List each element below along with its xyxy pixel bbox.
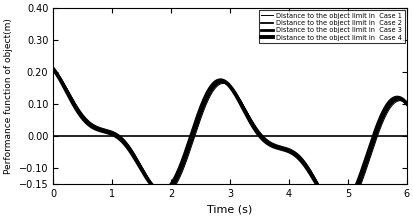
Distance to the object limit in  Case 2 (91, 124, 96, 127)
Legend: Distance to the object limit in  Case 1, Distance to the object limit in  Case 2: Distance to the object limit in Case 1, … (258, 10, 404, 44)
Distance to the object limit in  Case 2 (396, 99, 401, 101)
Distance to the object limit in  Case 4 (404, 102, 408, 105)
Distance to the object limit in  Case 4 (186, 142, 191, 144)
Distance to the object limit in  Case 3 (186, 146, 191, 148)
X-axis label: Time (s): Time (s) (207, 205, 252, 215)
Line: Distance to the object limit in  Case 3: Distance to the object limit in Case 3 (53, 69, 406, 210)
Distance to the object limit in  Case 1 (186, 153, 191, 155)
Distance to the object limit in  Case 2 (51, 68, 56, 70)
Distance to the object limit in  Case 2 (337, 209, 342, 212)
Distance to the object limit in  Case 3 (404, 102, 408, 105)
Distance to the object limit in  Case 3 (91, 125, 96, 128)
Distance to the object limit in  Case 1 (338, 210, 343, 213)
Distance to the object limit in  Case 4 (91, 126, 96, 129)
Distance to the object limit in  Case 4 (335, 207, 340, 210)
Distance to the object limit in  Case 1 (358, 181, 363, 183)
Distance to the object limit in  Case 4 (358, 170, 363, 173)
Distance to the object limit in  Case 4 (201, 99, 206, 101)
Distance to the object limit in  Case 3 (358, 174, 363, 176)
Distance to the object limit in  Case 1 (404, 102, 408, 105)
Distance to the object limit in  Case 1 (201, 108, 206, 111)
Line: Distance to the object limit in  Case 4: Distance to the object limit in Case 4 (53, 69, 406, 208)
Y-axis label: Performance function of object(m): Performance function of object(m) (4, 18, 13, 174)
Distance to the object limit in  Case 1 (396, 99, 401, 102)
Distance to the object limit in  Case 4 (51, 68, 56, 70)
Distance to the object limit in  Case 4 (396, 97, 401, 99)
Distance to the object limit in  Case 2 (358, 177, 363, 180)
Distance to the object limit in  Case 2 (186, 149, 191, 152)
Line: Distance to the object limit in  Case 1: Distance to the object limit in Case 1 (53, 69, 406, 212)
Distance to the object limit in  Case 1 (112, 131, 117, 134)
Distance to the object limit in  Case 2 (201, 105, 206, 108)
Distance to the object limit in  Case 1 (51, 68, 56, 70)
Distance to the object limit in  Case 3 (396, 98, 401, 100)
Line: Distance to the object limit in  Case 2: Distance to the object limit in Case 2 (53, 69, 406, 211)
Distance to the object limit in  Case 1 (91, 123, 96, 126)
Distance to the object limit in  Case 4 (112, 134, 117, 136)
Distance to the object limit in  Case 3 (336, 208, 341, 211)
Distance to the object limit in  Case 3 (112, 133, 117, 136)
Distance to the object limit in  Case 2 (112, 132, 117, 135)
Distance to the object limit in  Case 3 (51, 68, 56, 70)
Distance to the object limit in  Case 3 (201, 102, 206, 104)
Distance to the object limit in  Case 2 (404, 102, 408, 105)
